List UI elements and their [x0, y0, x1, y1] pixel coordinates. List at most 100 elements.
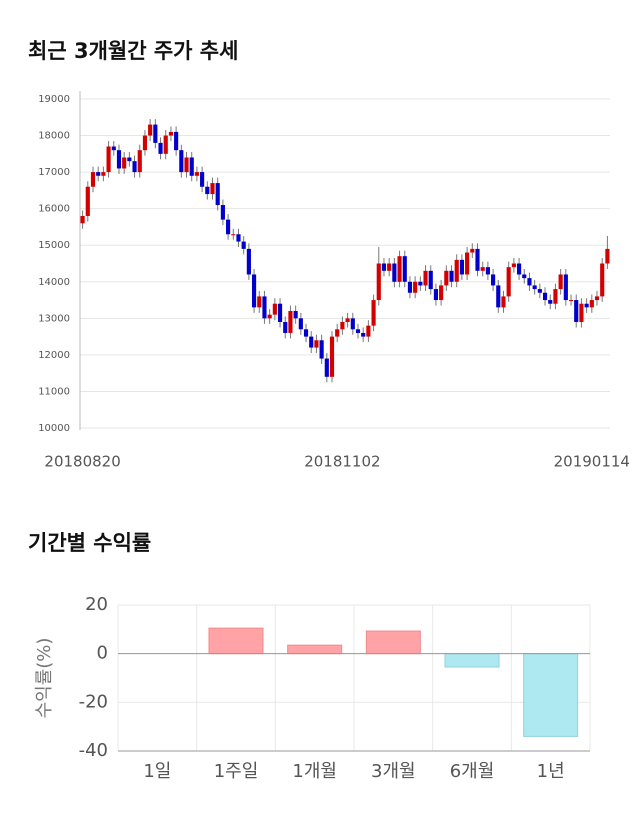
candle-body [470, 248, 475, 253]
candle-body [251, 274, 257, 308]
candle-body [303, 329, 309, 337]
candle-body [511, 263, 516, 268]
candle-body [148, 124, 153, 136]
y-tick-label: 19000 [38, 94, 70, 105]
candle-body [340, 321, 345, 330]
candle-body [101, 172, 106, 176]
candle-body [210, 183, 215, 195]
candle-body [184, 157, 189, 173]
candle-body [366, 325, 371, 337]
candle-body [236, 234, 241, 242]
candle-body [215, 183, 220, 206]
candle-body [116, 150, 122, 169]
candle-body [174, 131, 179, 151]
x-tick-label: 1년 [537, 761, 565, 782]
candle-body [179, 150, 184, 173]
candle-body [402, 256, 407, 282]
bar [208, 627, 264, 655]
candle-body [288, 311, 293, 333]
bar [287, 644, 343, 655]
candle-body [397, 256, 402, 282]
candle-body [537, 289, 542, 293]
x-tick-label: 20180820 [44, 453, 120, 471]
candle-body [122, 157, 127, 169]
candle-body [355, 329, 361, 333]
candle-body [324, 358, 329, 377]
candle-body [392, 263, 397, 282]
y-tick-label: 18000 [38, 131, 70, 142]
candle-body [496, 285, 501, 308]
candle-body [142, 135, 148, 151]
candle-body [459, 259, 464, 275]
candle-body [168, 131, 174, 136]
y-tick-label: 16000 [38, 204, 70, 215]
candle-body [277, 303, 283, 322]
x-tick-label: 1주일 [214, 761, 259, 782]
y-tick-label: -20 [79, 691, 108, 712]
candle-body [246, 248, 251, 275]
candle-body [85, 186, 90, 216]
candle-body [314, 340, 319, 348]
candle-body [589, 300, 594, 308]
candle-body [293, 311, 298, 319]
candle-body [387, 263, 392, 271]
candle-body [381, 263, 387, 271]
x-tick-label: 3개월 [371, 761, 416, 782]
candle-body [428, 270, 433, 290]
chart-title: 최근 3개월간 주가 추세 [28, 39, 238, 63]
candle-body [475, 248, 480, 271]
candle-body [298, 318, 303, 330]
candle-body [376, 263, 381, 301]
y-tick-label: 13000 [38, 313, 70, 324]
x-tick-label: 1개월 [292, 761, 337, 782]
candle-body [200, 172, 205, 187]
candle-body [262, 296, 267, 319]
candle-body [413, 281, 418, 293]
candle-body [163, 135, 168, 154]
candle-body [600, 263, 605, 297]
y-tick-label: -40 [79, 740, 108, 761]
candle-body [568, 300, 574, 302]
candle-body [194, 172, 199, 176]
candle-body [158, 142, 163, 154]
candle-body [522, 274, 527, 279]
candle-body [241, 241, 246, 249]
candle-body [439, 285, 444, 301]
candle-body [329, 336, 335, 377]
candle-body [485, 267, 490, 275]
candle-body [111, 146, 116, 151]
candle-body [444, 270, 449, 286]
candle-body [153, 124, 158, 143]
candle-body [226, 219, 231, 235]
candle-body [345, 318, 350, 322]
candle-body [283, 321, 288, 333]
candle-body [309, 336, 314, 348]
x-tick-label: 1일 [143, 761, 171, 782]
y-tick-label: 12000 [38, 350, 70, 361]
x-tick-label: 6개월 [450, 761, 495, 782]
candle-body [506, 267, 511, 297]
candle-body [361, 332, 366, 337]
candle-body [418, 281, 423, 286]
candle-body [542, 292, 548, 301]
candle-body [272, 303, 277, 315]
candle-body [137, 150, 142, 173]
candle-body [132, 161, 137, 173]
y-tick-label: 0 [97, 643, 108, 664]
bar [523, 653, 579, 737]
candle-body [491, 274, 496, 286]
y-axis-label: 수익률(%) [34, 638, 55, 719]
candle-body [335, 329, 340, 337]
candle-body [501, 296, 506, 308]
candle-body [423, 270, 428, 286]
candle-body [433, 289, 439, 301]
candle-body [605, 248, 610, 264]
candle-body [527, 278, 532, 286]
x-tick-label: 20190114 [554, 453, 630, 471]
bar [444, 653, 500, 668]
candle-body [574, 300, 579, 322]
chart-title: 기간별 수익률 [28, 531, 151, 555]
candle-body [189, 157, 194, 176]
candle-body [106, 146, 111, 173]
candle-body [465, 252, 470, 275]
